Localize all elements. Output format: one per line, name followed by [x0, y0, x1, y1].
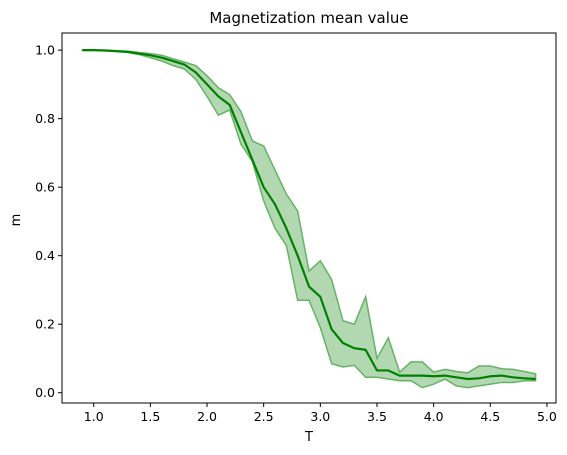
- x-tick-label: 2.0: [197, 409, 217, 424]
- x-tick-label: 2.5: [254, 409, 274, 424]
- data-point: [421, 374, 423, 376]
- data-point: [364, 349, 366, 351]
- data-point: [172, 60, 174, 62]
- data-point: [240, 131, 242, 133]
- data-point: [251, 159, 253, 161]
- data-point: [523, 377, 525, 379]
- data-point: [296, 254, 298, 256]
- y-tick-label: 0.8: [35, 111, 55, 126]
- data-point: [319, 296, 321, 298]
- data-point: [206, 83, 208, 85]
- y-tick-label: 0.0: [35, 385, 55, 400]
- data-point: [115, 50, 117, 52]
- data-point: [455, 376, 457, 378]
- data-point: [466, 378, 468, 380]
- data-point: [489, 375, 491, 377]
- y-tick-label: 0.4: [35, 248, 55, 263]
- confidence-band: [81, 49, 537, 389]
- data-point: [342, 342, 344, 344]
- data-point: [217, 95, 219, 97]
- data-point: [161, 56, 163, 58]
- y-axis-label: m: [9, 214, 24, 227]
- x-tick-label: 4.0: [424, 409, 444, 424]
- plot-frame: [61, 32, 557, 404]
- x-tick-label: 4.5: [480, 409, 500, 424]
- data-point: [534, 378, 536, 380]
- x-axis-label: T: [304, 430, 313, 445]
- data-point: [512, 376, 514, 378]
- data-point: [285, 227, 287, 229]
- x-tick-label: 5.0: [537, 409, 557, 424]
- data-point: [387, 369, 389, 371]
- data-point: [149, 54, 151, 56]
- data-point: [228, 104, 230, 106]
- chart-title: Magnetization mean value: [209, 9, 408, 27]
- x-tick-label: 1.5: [140, 409, 160, 424]
- data-point: [104, 49, 106, 51]
- data-point: [81, 49, 83, 51]
- data-point: [93, 49, 95, 51]
- data-point: [478, 377, 480, 379]
- plot-area: [61, 32, 557, 404]
- y-axis: 0.0 0.2 0.4 0.6 0.8 1.0: [35, 43, 62, 400]
- data-point: [432, 375, 434, 377]
- data-point: [138, 52, 140, 54]
- data-point: [262, 186, 264, 188]
- data-point: [353, 347, 355, 349]
- y-tick-label: 0.6: [35, 180, 55, 195]
- y-tick-label: 1.0: [35, 43, 55, 58]
- mean-line: [82, 49, 536, 381]
- x-tick-label: 1.0: [84, 409, 104, 424]
- data-point: [308, 285, 310, 287]
- data-point: [410, 374, 412, 376]
- data-point: [274, 203, 276, 205]
- data-point: [376, 369, 378, 371]
- x-axis: 1.0 1.5 2.0 2.5 3.0 3.5 4.0 4.5 5.0: [84, 403, 557, 424]
- data-point: [398, 374, 400, 376]
- data-point: [444, 374, 446, 376]
- data-point: [127, 51, 129, 53]
- x-tick-label: 3.0: [310, 409, 330, 424]
- data-point: [195, 71, 197, 73]
- y-tick-label: 0.2: [35, 317, 55, 332]
- data-point: [183, 63, 185, 65]
- data-point: [330, 328, 332, 330]
- data-point: [500, 374, 502, 376]
- x-tick-label: 3.5: [367, 409, 387, 424]
